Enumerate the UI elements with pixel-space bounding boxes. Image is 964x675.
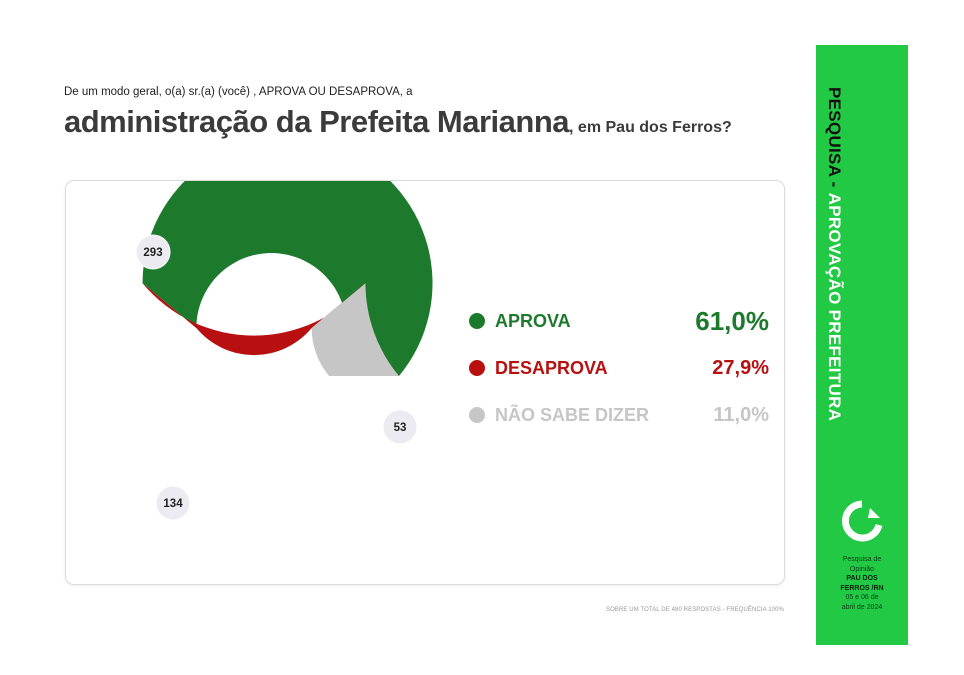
legend-label: DESAPROVA (495, 357, 608, 378)
sidebar-title-dark: PESQUISA - (825, 87, 844, 193)
legend-dot-icon (469, 407, 485, 423)
sidebar-title-light: APROVAÇÃO PREFEITURA (825, 192, 844, 422)
info-date: 05 e 06 de (845, 594, 879, 601)
brand-logo-icon (842, 500, 883, 542)
donut-slice-desaprova (142, 283, 366, 356)
info-line: Opinião (849, 565, 875, 573)
data-label-desaprova: 134 (155, 485, 191, 521)
legend-item-desaprova: DESAPROVA 27,9% (469, 355, 769, 381)
legend-item-aprova: APROVA 61,0% (469, 305, 769, 336)
legend-item-nao-sabe: NÃO SABE DIZER 11,0% (469, 402, 769, 428)
survey-question: De um modo geral, o(a) sr.(a) (você) , A… (64, 86, 413, 98)
legend-dot-icon (469, 360, 485, 376)
svg-text:134: 134 (163, 498, 183, 510)
footnote: SOBRE UM TOTAL DE 480 RESPOSTAS - FREQUÊ… (606, 607, 784, 613)
legend-percentage: 61,0% (695, 305, 769, 336)
page-title: administração da Prefeita Marianna, em P… (64, 104, 732, 140)
legend-percentage: 11,0% (713, 403, 769, 426)
sidebar-title: PESQUISA - APROVAÇÃO PREFEITURA (824, 87, 844, 421)
info-date: abril de 2024 (841, 603, 883, 611)
svg-text:53: 53 (394, 422, 407, 434)
legend-label: NÃO SABE DIZER (495, 404, 650, 425)
title-tail: , em Pau dos Ferros? (569, 119, 732, 136)
legend-percentage: 27,9% (712, 356, 769, 379)
donut-chart: 293 134 53 (135, 181, 433, 521)
info-location: FERROS /RN (840, 584, 884, 592)
svg-text:293: 293 (143, 247, 162, 259)
legend-dot-icon (469, 313, 485, 329)
title-main: administração da Prefeita Marianna (64, 104, 570, 139)
info-line: Pesquisa de (842, 556, 882, 563)
info-location: PAU DOS (846, 575, 878, 582)
data-label-aprova: 293 (135, 234, 171, 270)
legend-label: APROVA (495, 310, 571, 331)
chart-card: 293 134 53 APROVA 61,0% DESAPROVA 27,9% NÃ… (65, 180, 785, 585)
survey-info: Pesquisa de Opinião PAU DOS FERROS /RN 0… (816, 555, 908, 612)
data-label-nao-sabe: 53 (382, 409, 418, 445)
donut-slice-nao-sabe (311, 283, 399, 376)
sidebar-banner: PESQUISA - APROVAÇÃO PREFEITURA Pesquisa… (816, 45, 908, 645)
